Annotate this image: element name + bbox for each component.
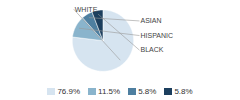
svg-text:WHITE: WHITE: [75, 6, 98, 13]
svg-text:HISPANIC: HISPANIC: [140, 32, 173, 39]
svg-text:ASIAN: ASIAN: [140, 17, 161, 24]
svg-text:BLACK: BLACK: [140, 46, 163, 53]
html-text:5.8%: 5.8%: [174, 86, 193, 96]
html-text:11.5%: 11.5%: [98, 86, 121, 96]
html-text:76.9%: 76.9%: [57, 86, 81, 96]
html-text:5.8%: 5.8%: [138, 86, 157, 96]
